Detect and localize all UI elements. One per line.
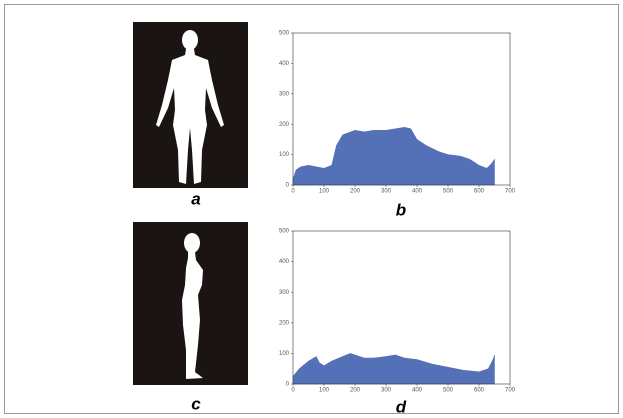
x-tick-label: 0 bbox=[291, 388, 295, 394]
x-tick-label: 0 bbox=[291, 189, 295, 195]
area bbox=[293, 127, 495, 185]
y-tick-label: 100 bbox=[279, 351, 290, 357]
x-tick-label: 700 bbox=[505, 189, 516, 195]
y-tick-label: 0 bbox=[286, 382, 290, 388]
area bbox=[293, 353, 495, 384]
x-tick-label: 100 bbox=[319, 189, 330, 195]
y-tick-label: 400 bbox=[279, 61, 290, 67]
silhouette-front bbox=[133, 22, 248, 188]
y-tick-label: 0 bbox=[286, 183, 290, 189]
y-tick-label: 500 bbox=[279, 31, 290, 37]
x-tick-label: 500 bbox=[443, 388, 454, 394]
panel-label: c bbox=[191, 394, 201, 413]
y-tick-label: 300 bbox=[279, 290, 290, 296]
x-tick-label: 400 bbox=[412, 388, 423, 394]
y-tick-label: 100 bbox=[279, 152, 290, 158]
x-tick-label: 300 bbox=[381, 388, 392, 394]
y-tick-label: 400 bbox=[279, 259, 290, 265]
y-tick-label: 500 bbox=[279, 229, 290, 235]
x-tick-label: 300 bbox=[381, 189, 392, 195]
x-tick-label: 200 bbox=[350, 189, 361, 195]
x-tick-label: 200 bbox=[350, 388, 361, 394]
panel-label: d bbox=[396, 397, 407, 416]
x-tick-label: 600 bbox=[474, 189, 485, 195]
figure: a b c d 0 100 200 300 400 500 600 700 0 100 200 300… bbox=[0, 0, 623, 418]
y-tick-label: 300 bbox=[279, 91, 290, 97]
page: {"chart_data": [ {"type": "area", "color… bbox=[0, 0, 623, 418]
y-tick-label: 200 bbox=[279, 122, 290, 128]
silhouette-side bbox=[133, 222, 248, 385]
x-tick-label: 700 bbox=[505, 388, 516, 394]
x-tick-label: 500 bbox=[443, 189, 454, 195]
figure-border bbox=[5, 5, 619, 414]
panel-label: a bbox=[191, 189, 200, 208]
x-tick-label: 400 bbox=[412, 189, 423, 195]
y-tick-label: 200 bbox=[279, 320, 290, 326]
x-tick-label: 100 bbox=[319, 388, 330, 394]
panel-label: b bbox=[396, 200, 406, 219]
x-tick-label: 600 bbox=[474, 388, 485, 394]
